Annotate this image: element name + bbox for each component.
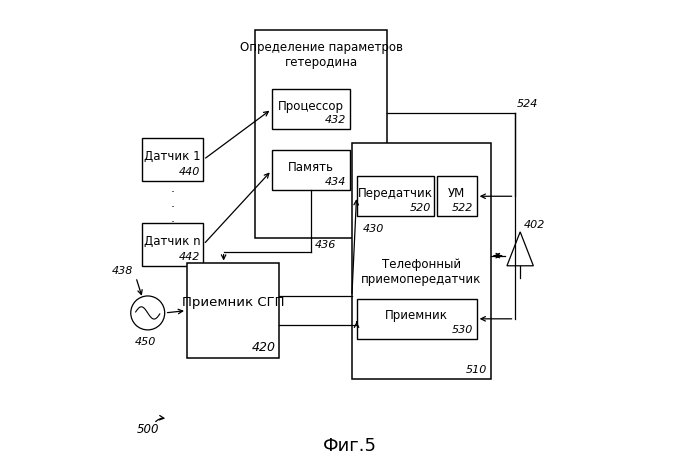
Text: 530: 530 xyxy=(452,325,473,335)
Text: 524: 524 xyxy=(517,99,538,109)
Text: 436: 436 xyxy=(315,240,336,250)
Text: Приемник: Приемник xyxy=(385,308,448,322)
Text: 522: 522 xyxy=(452,202,473,212)
Bar xyxy=(272,90,350,130)
Bar xyxy=(142,139,203,181)
Text: 438: 438 xyxy=(112,265,134,275)
Text: УМ: УМ xyxy=(448,186,466,199)
Text: Фиг.5: Фиг.5 xyxy=(322,436,377,455)
Text: Датчик n: Датчик n xyxy=(145,234,201,248)
Bar xyxy=(356,177,434,217)
Text: 510: 510 xyxy=(466,365,488,375)
Bar xyxy=(272,151,350,191)
Text: Датчик 1: Датчик 1 xyxy=(145,149,201,163)
Text: 432: 432 xyxy=(325,115,346,125)
Text: Процессор: Процессор xyxy=(278,99,344,112)
Text: ·
·
·: · · · xyxy=(171,186,175,229)
Text: 434: 434 xyxy=(325,176,346,186)
Text: 450: 450 xyxy=(135,336,156,346)
FancyArrowPatch shape xyxy=(156,416,164,422)
Text: 520: 520 xyxy=(410,202,431,212)
Text: 402: 402 xyxy=(524,220,545,230)
Bar xyxy=(142,224,203,266)
Bar xyxy=(255,31,387,238)
Text: Приемник СГП: Приемник СГП xyxy=(182,295,284,308)
Text: Передатчик: Передатчик xyxy=(358,186,433,199)
Bar xyxy=(356,299,477,339)
Text: Определение параметров
гетеродина: Определение параметров гетеродина xyxy=(240,41,403,69)
Text: 430: 430 xyxy=(363,223,384,233)
Text: Память: Память xyxy=(287,160,333,173)
Text: 442: 442 xyxy=(179,251,200,261)
Bar xyxy=(352,144,491,379)
Text: Телефонный
приемопередатчик: Телефонный приемопередатчик xyxy=(361,257,482,285)
Text: 440: 440 xyxy=(179,167,200,177)
Text: 420: 420 xyxy=(252,340,275,353)
Bar xyxy=(187,264,279,358)
Text: 500: 500 xyxy=(136,422,159,435)
Bar xyxy=(437,177,477,217)
